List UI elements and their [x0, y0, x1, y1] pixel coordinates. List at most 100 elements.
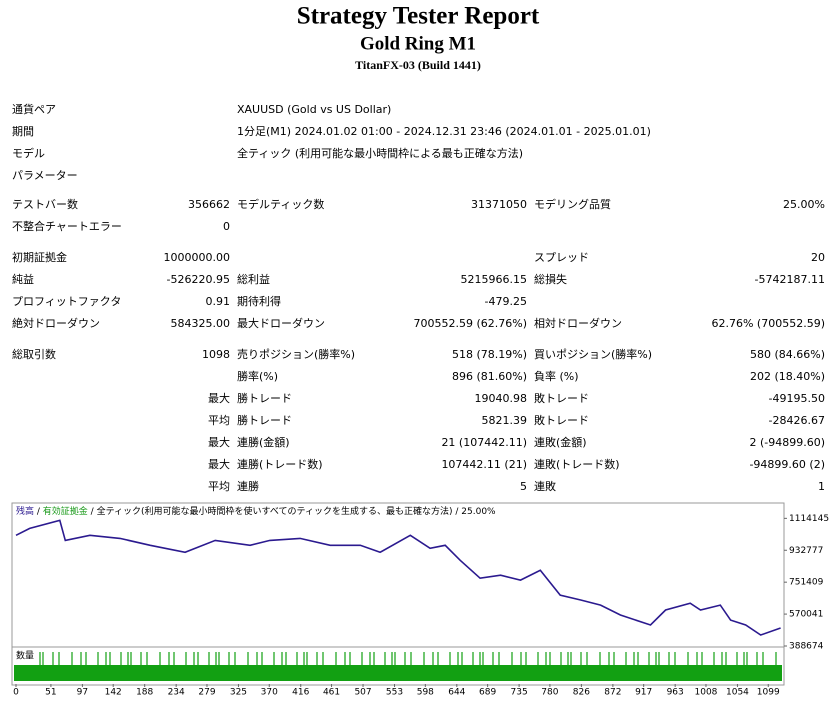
x-tick-label: 1054	[726, 688, 749, 698]
field-label: 総損失	[534, 272, 567, 286]
y-tick-label: 570041	[789, 610, 823, 620]
x-tick-label: 689	[479, 688, 496, 698]
x-tick-label: 234	[168, 688, 185, 698]
field-label: 負率 (%)	[534, 369, 579, 383]
field-label: モデルティック数	[237, 197, 324, 211]
legend-equity: 有効証拠金	[43, 505, 88, 517]
field-label: パラメーター	[12, 169, 78, 182]
x-tick-label: 780	[541, 688, 558, 698]
balance-line	[15, 519, 781, 636]
x-tick-label: 0	[13, 688, 19, 698]
field-value: 0	[223, 220, 230, 233]
field-label: XAUUSD (Gold vs US Dollar)	[237, 103, 391, 116]
field-label: スプレッド	[534, 251, 589, 264]
field-label: 連勝	[237, 479, 259, 493]
field-value: 580 (84.66%)	[750, 348, 825, 361]
field-value: 5821.39	[482, 414, 528, 427]
legend-separator: /	[453, 507, 462, 517]
field-value: 1000000.00	[164, 251, 230, 264]
field-label: 純益	[12, 272, 34, 286]
field-value: 31371050	[471, 198, 527, 211]
x-tick-label: 97	[77, 688, 88, 698]
field-value: 1	[818, 480, 825, 493]
field-value: 107442.11 (21)	[441, 458, 527, 471]
x-tick-label: 279	[198, 688, 215, 698]
x-tick-label: 325	[230, 688, 247, 698]
legend-separator: /	[34, 507, 43, 517]
field-value: 最大	[208, 435, 230, 449]
field-label: 連勝(トレード数)	[237, 457, 323, 471]
field-label: モデリング品質	[534, 197, 611, 211]
field-label: 絶対ドローダウン	[12, 316, 100, 330]
field-value: 25.00%	[783, 198, 825, 211]
field-label: 連敗(金額)	[534, 435, 587, 449]
field-label: 初期証拠金	[12, 250, 67, 264]
x-tick-label: 553	[386, 688, 403, 698]
field-value: 5215966.15	[461, 273, 527, 286]
field-label: 連敗	[534, 479, 556, 493]
title: Strategy Tester Report	[297, 3, 540, 30]
field-value: 平均	[208, 480, 230, 493]
field-label: 通貨ペア	[12, 102, 56, 116]
field-label: テストバー数	[12, 198, 78, 211]
field-label: 期間	[12, 125, 34, 138]
field-label: 売りポジション(勝率%)	[237, 347, 355, 361]
legend-model: 全ティック(利用可能な最小時間枠を使いすべてのティックを生成する、最も正確な方法…	[97, 505, 453, 517]
field-value: 700552.59 (62.76%)	[413, 317, 527, 330]
field-value: 356662	[188, 198, 230, 211]
field-label: プロフィットファクタ	[12, 295, 121, 308]
field-value: 20	[811, 251, 825, 264]
field-value: 平均	[208, 414, 230, 427]
x-tick-label: 507	[354, 688, 371, 698]
x-tick-label: 416	[292, 688, 309, 698]
y-tick-label: 1114145	[789, 514, 829, 524]
field-label: 連勝(金額)	[237, 435, 290, 449]
x-tick-label: 963	[667, 688, 684, 698]
x-tick-label: 1008	[695, 688, 718, 698]
x-tick-label: 51	[45, 688, 56, 698]
field-label: 勝トレード	[237, 413, 292, 427]
field-value: 19040.98	[475, 392, 528, 405]
x-tick-label: 142	[105, 688, 122, 698]
field-value: 584325.00	[171, 317, 231, 330]
field-value: 518 (78.19%)	[452, 348, 527, 361]
field-value: -5742187.11	[755, 273, 825, 286]
field-label: 敗トレード	[534, 391, 589, 405]
field-value: 896 (81.60%)	[452, 370, 527, 383]
build: TitanFX-03 (Build 1441)	[355, 58, 481, 72]
field-label: 期待利得	[237, 294, 281, 308]
field-value: -94899.60 (2)	[749, 458, 825, 471]
x-tick-label: 644	[448, 688, 465, 698]
field-value: 21 (107442.11)	[441, 436, 527, 449]
field-label: 全ティック (利用可能な最小時間枠による最も正確な方法)	[237, 146, 523, 160]
legend-separator: /	[88, 507, 97, 517]
y-tick-label: 388674	[789, 642, 824, 652]
field-label: 総利益	[237, 272, 270, 286]
field-label: 買いポジション(勝率%)	[534, 347, 652, 361]
volume-band	[14, 665, 782, 681]
legend-balance: 残高	[16, 505, 34, 517]
field-value: 最大	[208, 391, 230, 405]
x-tick-label: 735	[511, 688, 528, 698]
field-value: 62.76% (700552.59)	[711, 317, 825, 330]
x-tick-label: 1099	[757, 688, 780, 698]
x-tick-label: 370	[261, 688, 278, 698]
field-label: モデル	[12, 146, 45, 160]
x-tick-label: 826	[573, 688, 590, 698]
x-tick-label: 872	[604, 688, 621, 698]
field-label: 勝トレード	[237, 391, 292, 405]
field-label: 相対ドローダウン	[534, 316, 622, 330]
x-tick-label: 188	[136, 688, 153, 698]
x-tick-label: 598	[417, 688, 434, 698]
legend-quality: 25.00%	[461, 507, 496, 517]
field-label: 連敗(トレード数)	[534, 457, 620, 471]
y-tick-label: 751409	[789, 578, 824, 588]
subtitle: Gold Ring M1	[360, 33, 476, 54]
chart-legend: 残高 / 有効証拠金 / 全ティック(利用可能な最小時間枠を使いすべてのティック…	[16, 505, 496, 517]
field-value: -526220.95	[167, 273, 230, 286]
field-value: 202 (18.40%)	[750, 370, 825, 383]
field-label: 最大ドローダウン	[237, 316, 325, 330]
volume-label: 数量	[16, 650, 34, 662]
